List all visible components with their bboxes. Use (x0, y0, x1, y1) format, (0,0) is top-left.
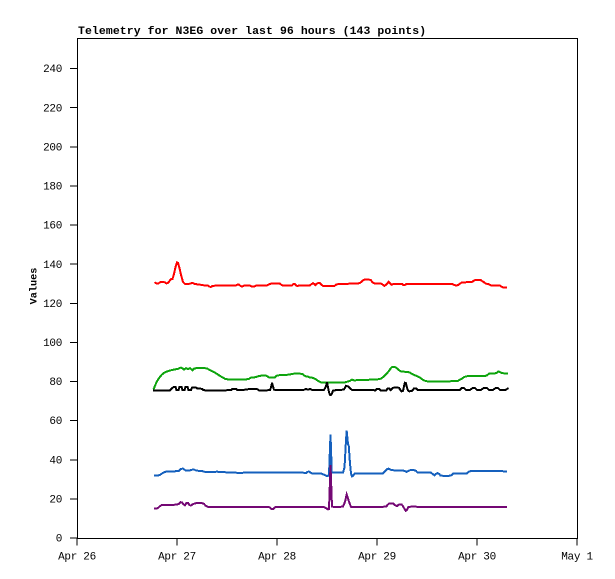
svg-text:Apr 28: Apr 28 (258, 552, 296, 564)
svg-text:40: 40 (49, 455, 62, 467)
svg-text:Telemetry for N3EG over last 9: Telemetry for N3EG over last 96 hours (1… (78, 25, 426, 38)
svg-text:220: 220 (43, 103, 62, 115)
svg-text:0: 0 (56, 534, 62, 546)
svg-text:160: 160 (43, 221, 62, 233)
svg-text:100: 100 (43, 338, 62, 350)
svg-text:200: 200 (43, 142, 62, 154)
svg-text:May 1: May 1 (561, 552, 593, 564)
svg-text:20: 20 (49, 495, 62, 507)
svg-text:Values: Values (29, 268, 41, 305)
svg-text:Apr 29: Apr 29 (358, 552, 396, 564)
svg-text:Apr 27: Apr 27 (158, 552, 196, 564)
svg-text:180: 180 (43, 182, 62, 194)
svg-text:140: 140 (43, 260, 62, 272)
svg-text:Apr 26: Apr 26 (58, 552, 96, 564)
svg-text:240: 240 (43, 64, 62, 76)
svg-text:60: 60 (49, 416, 62, 428)
svg-text:Apr 30: Apr 30 (458, 552, 496, 564)
svg-text:120: 120 (43, 299, 62, 311)
svg-text:80: 80 (49, 377, 62, 389)
